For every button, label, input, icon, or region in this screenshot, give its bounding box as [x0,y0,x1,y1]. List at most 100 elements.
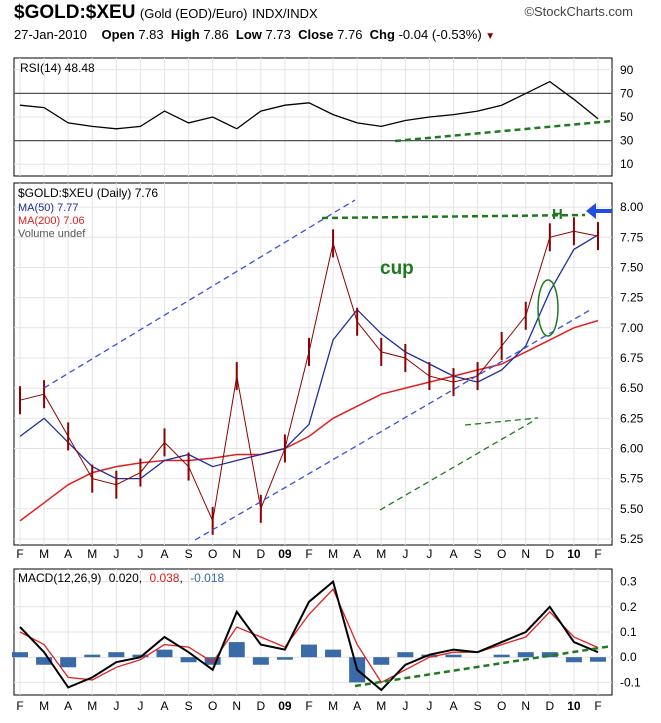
month-label: A [449,547,457,561]
month-label: F [305,699,312,713]
macd-legend-prefix: MACD(12,26,9) [18,571,101,585]
high-label: High [170,27,200,42]
month-label: F [594,699,601,713]
month-label: J [426,547,432,561]
macd-tick-label: 0.2 [620,600,637,614]
price-line [19,230,599,523]
volume-legend: Volume undef [18,228,86,240]
month-label: F [16,699,23,713]
price-tick-label: 6.50 [620,381,644,395]
blue-arrow-icon [586,203,612,219]
macd-histogram-bar [541,652,558,658]
symbol-description: (Gold (EOD)/Euro) [139,6,248,21]
macd-histogram-bar [325,649,342,658]
macd-histogram-bar [397,652,414,658]
month-label: D [256,699,265,713]
handle-ellipse [537,279,559,337]
month-label: A [353,699,361,713]
month-label: O [497,547,506,561]
cup-annotation: cup [380,258,414,279]
price-tick-label: 8.00 [620,200,644,214]
month-label: A [353,547,361,561]
ma200-line [19,319,599,522]
ma50-legend: MA(50) 7.77 [18,202,79,214]
low-value: 7.73 [265,27,291,42]
resistance-line [321,213,586,220]
rsi-legend: RSI(14) 48.48 [20,61,95,75]
macd-histogram-bar [276,657,293,660]
chg-label: Chg [369,27,395,42]
macd-histogram-bar [445,654,462,658]
month-label: 09 [278,699,292,713]
watermark: ©StockCharts.com [524,4,633,19]
rsi-trendline [394,119,613,143]
month-label: M [328,547,338,561]
open-value: 7.83 [138,27,164,42]
channel-lower-line [194,309,591,541]
macd-histogram-bar [252,657,269,665]
month-label: 10 [567,699,581,713]
macd-histogram-bar [36,657,53,665]
chg-value: -0.04 (-0.53%) [398,27,482,42]
macd-histogram-bar [373,657,390,665]
month-label: O [497,699,506,713]
month-label: M [87,699,97,713]
month-label: A [160,547,168,561]
ohlc-line: 27-Jan-2010 Open 7.83 High 7.86 Low 7.73… [14,27,495,42]
month-label: O [208,547,217,561]
month-label: A [449,699,457,713]
high-value: 7.86 [203,27,229,42]
macd-histogram-bar [517,652,534,658]
rsi-tick-label: 10 [620,157,634,171]
month-label: N [232,547,241,561]
month-label: J [113,699,119,713]
rsi-tick-label: 50 [620,110,634,124]
month-label: N [232,699,241,713]
price-tick-label: 5.75 [620,472,644,486]
macd-histogram-bar [565,657,582,663]
macd-histogram-bar [204,657,221,665]
month-label: J [113,547,119,561]
close-label: Close [298,27,334,42]
macd-histogram-bar [84,654,101,658]
month-label: O [208,699,217,713]
chart-header: $GOLD:$XEU (Gold (EOD)/Euro) INDX/INDX [14,2,318,24]
macd-histogram-bar [12,652,28,658]
macd-sep-2: , [179,571,182,585]
price-tick-label: 6.75 [620,351,644,365]
macd-trendline [354,644,613,688]
down-triangle-icon: ▼ [485,31,496,42]
macd-histogram-bar [301,644,317,658]
month-label: F [594,547,601,561]
handle-annotation: H [552,206,563,223]
macd-signal-line [19,588,599,684]
price-tick-label: 7.50 [620,260,644,274]
month-label: M [39,699,49,713]
macd-histogram-bar [228,642,245,658]
macd-tick-label: 0.1 [620,625,637,639]
quote-date: 27-Jan-2010 [14,27,87,42]
price-tick-label: 6.00 [620,441,644,455]
price-tick-label: 6.25 [620,411,644,425]
price-tick-label: 5.25 [620,532,644,546]
month-label: M [328,699,338,713]
month-label: S [185,699,193,713]
macd-histogram-bar [60,657,77,668]
month-label: M [39,547,49,561]
macd-legend-histogram: -0.018 [190,571,224,585]
price-legend: $GOLD:$XEU (Daily) 7.76 [18,186,158,200]
rsi-line [19,80,599,130]
macd-tick-label: 0.0 [620,650,637,664]
month-label: D [545,547,554,561]
month-label: M [376,547,386,561]
macd-legend-signal: 0.038 [149,571,179,585]
price-panel [13,182,613,546]
month-label: 09 [278,547,292,561]
price-tick-label: 7.00 [620,321,644,335]
macd-histogram-bar [421,654,438,658]
exchange: INDX/INDX [251,6,318,21]
macd-histogram-bar [493,654,510,658]
month-label: J [137,699,143,713]
